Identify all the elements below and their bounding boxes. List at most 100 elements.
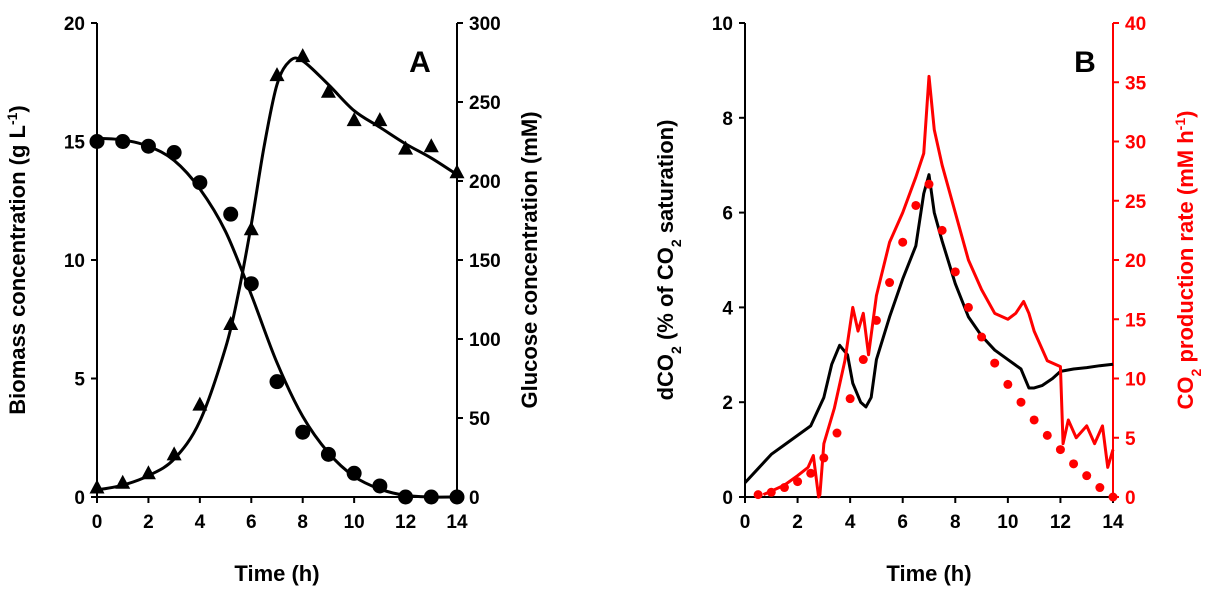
panel-a-x-tick-label: 0 — [92, 512, 103, 533]
panel-b-x-tick-label: 4 — [845, 512, 856, 533]
panel-a-series-line — [96, 136, 458, 499]
panel-b-left-tick-label: 0 — [722, 488, 733, 509]
panel-b-dotted-point — [1055, 445, 1065, 455]
panel-a-left-tick-label: 20 — [64, 14, 85, 35]
panel-b-x-tick-label: 0 — [740, 512, 751, 533]
panel-b-left-tick-label: 8 — [722, 109, 733, 130]
panel-a-left-tick-label: 10 — [64, 251, 85, 272]
panel-a-series-1 — [89, 134, 465, 505]
panel-b-right-tick-label: 5 — [1125, 429, 1136, 450]
panel-a-right-tick-label: 50 — [469, 409, 490, 430]
panel-b-right-tick-label: 0 — [1125, 488, 1136, 509]
panel-a-circle-point — [115, 134, 131, 149]
panel-b-dotted-point — [1095, 483, 1105, 493]
panel-b-dotted-point — [806, 468, 816, 478]
panel-a-x-tick-label: 14 — [446, 512, 468, 533]
panel-a-x-tick-label: 12 — [395, 512, 416, 533]
panel-b-dotted-point — [779, 483, 789, 493]
panel-b-dotted-point — [1003, 379, 1013, 389]
panel-a-triangle-point — [320, 83, 336, 98]
panel-a-triangle-point — [372, 112, 388, 127]
panel-b-series-1 — [762, 74, 1115, 499]
panel-a-right-tick-label: 200 — [469, 172, 501, 193]
panel-a-x-axis-label: Time (h) — [234, 561, 319, 586]
panel-b-dotted-point — [977, 332, 987, 342]
panel-a-left-tick-label: 0 — [74, 488, 85, 509]
panel-b-x-tick-label: 2 — [792, 512, 803, 533]
panel-a-right-tick-label: 300 — [469, 14, 501, 35]
panel-b-right-tick-label: 35 — [1125, 73, 1147, 94]
panel-a-x-tick-label: 10 — [344, 512, 365, 533]
panel-b-series-line — [762, 74, 1115, 499]
panel-b-dotted-point — [885, 278, 895, 288]
panel-b-dotted-point — [937, 225, 947, 235]
panel-a-triangle-point — [346, 112, 362, 127]
panel-b-series-0 — [743, 173, 1114, 484]
panel-b-dotted-point — [819, 453, 829, 463]
panel-a-circle-point — [346, 465, 362, 481]
panel-b-x-tick-label: 12 — [1050, 512, 1071, 533]
panel-b-x-tick-label: 8 — [950, 512, 961, 533]
panel-a-series-3 — [96, 136, 458, 499]
panel-a-triangle-point — [449, 164, 465, 179]
panel-b-right-tick-label: 25 — [1125, 192, 1147, 213]
panel-a-series-2 — [96, 56, 458, 492]
panel-a-triangle-point — [398, 140, 414, 155]
panel-b-right-tick-label: 20 — [1125, 251, 1146, 272]
panel-b-dotted-point — [845, 394, 855, 404]
panel-a-triangle-point — [423, 138, 439, 153]
panel-b-letter: B — [1074, 46, 1096, 79]
panel-b-x-axis-label: Time (h) — [886, 561, 971, 586]
panel-b-dotted-point — [858, 355, 868, 365]
panel-b-right-tick-label: 30 — [1125, 133, 1146, 154]
panel-a-circle-point — [398, 489, 414, 505]
panel-a-x-tick-label: 4 — [195, 512, 206, 533]
panel-b-dotted-point — [950, 267, 960, 277]
panel-a-series-line — [96, 56, 458, 492]
panel-a-circle-point — [269, 374, 285, 390]
panel-b-dotted-point — [766, 487, 776, 497]
panel-b-dotted-point — [898, 237, 908, 247]
panel-b-dotted-point — [1108, 492, 1118, 502]
panel-b-dotted-point — [963, 302, 973, 312]
panel-b-left-tick-label: 6 — [722, 204, 733, 225]
panel-b-series-line — [743, 173, 1114, 484]
panel-b-right-tick-label: 15 — [1125, 310, 1147, 331]
panel-a-letter: A — [409, 46, 431, 79]
panel-a-right-tick-label: 100 — [469, 330, 501, 351]
panel-a-chart: 0 2 4 6 8 10 12 1405101520050100150200250300Tim… — [4, 14, 542, 586]
panel-b-left-axis-label: dCO2 (% of CO2 saturation) — [653, 120, 684, 401]
panel-b-dotted-point — [871, 315, 881, 325]
panel-b-x-tick-label: 14 — [1102, 512, 1124, 533]
panel-a-left-tick-label: 5 — [74, 370, 85, 391]
panel-b-dotted-point — [1069, 459, 1079, 469]
panel-a-series-0 — [89, 48, 465, 494]
panel-b-left-tick-label: 2 — [722, 393, 733, 414]
panel-a-triangle-point — [89, 479, 105, 494]
panel-a-left-tick-label: 15 — [64, 133, 86, 154]
panel-b-dotted-point — [753, 490, 763, 500]
panel-b-dotted-point — [990, 358, 1000, 368]
panel-b-left-tick-label: 10 — [712, 14, 733, 35]
panel-a-circle-point — [295, 424, 311, 440]
panel-a-triangle-point — [140, 465, 156, 480]
panel-b-right-axis-label: CO2 production rate (mM h-1) — [1172, 111, 1204, 410]
panel-a-right-axis-label: Glucose concentration (mM) — [517, 111, 542, 408]
panel-a-triangle-point — [192, 396, 208, 411]
panel-b-dotted-point — [911, 200, 921, 210]
panel-b-right-tick-label: 40 — [1125, 14, 1146, 35]
panel-b-series-2 — [753, 179, 1118, 502]
panel-b-dotted-point — [793, 477, 803, 487]
panel-a-circle-point — [89, 134, 105, 149]
panel-a-x-tick-label: 8 — [297, 512, 308, 533]
panel-a-right-tick-label: 0 — [469, 488, 480, 509]
panel-b-right-tick-label: 10 — [1125, 370, 1146, 391]
panel-a-x-tick-label: 2 — [143, 512, 154, 533]
panel-b-x-tick-label: 6 — [897, 512, 908, 533]
panel-a-right-tick-label: 150 — [469, 251, 501, 272]
panel-b-left-tick-label: 4 — [722, 298, 733, 319]
panel-a-x-tick-label: 6 — [246, 512, 257, 533]
panel-b-dotted-point — [1082, 471, 1092, 481]
